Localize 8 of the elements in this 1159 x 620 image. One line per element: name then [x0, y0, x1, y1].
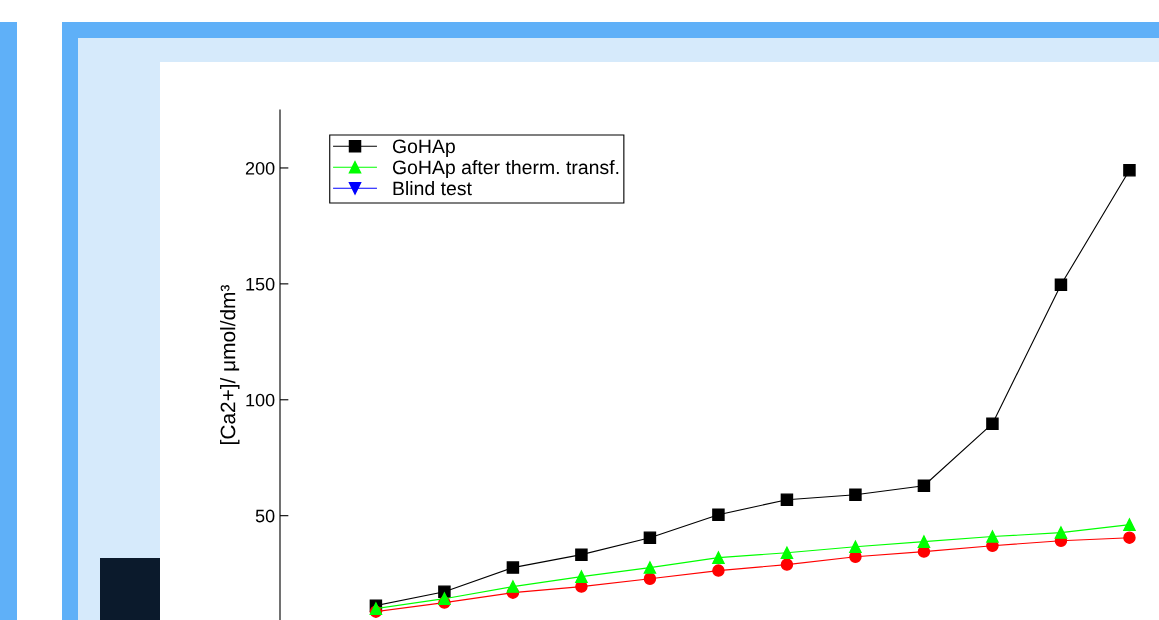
legend-label: GoHAp after therm. transf. — [392, 159, 619, 179]
legend-label: GoHAp — [392, 139, 455, 158]
y-tick-label: 150 — [246, 277, 275, 291]
y-tick-label: 50 — [255, 509, 275, 523]
y-tick-label: 200 — [245, 161, 275, 175]
legend-label: Blind test — [393, 181, 472, 196]
y-axis-title: [Ca2+]/ μmol/dm³ — [220, 285, 240, 444]
y-tick-label: 100 — [246, 393, 275, 407]
